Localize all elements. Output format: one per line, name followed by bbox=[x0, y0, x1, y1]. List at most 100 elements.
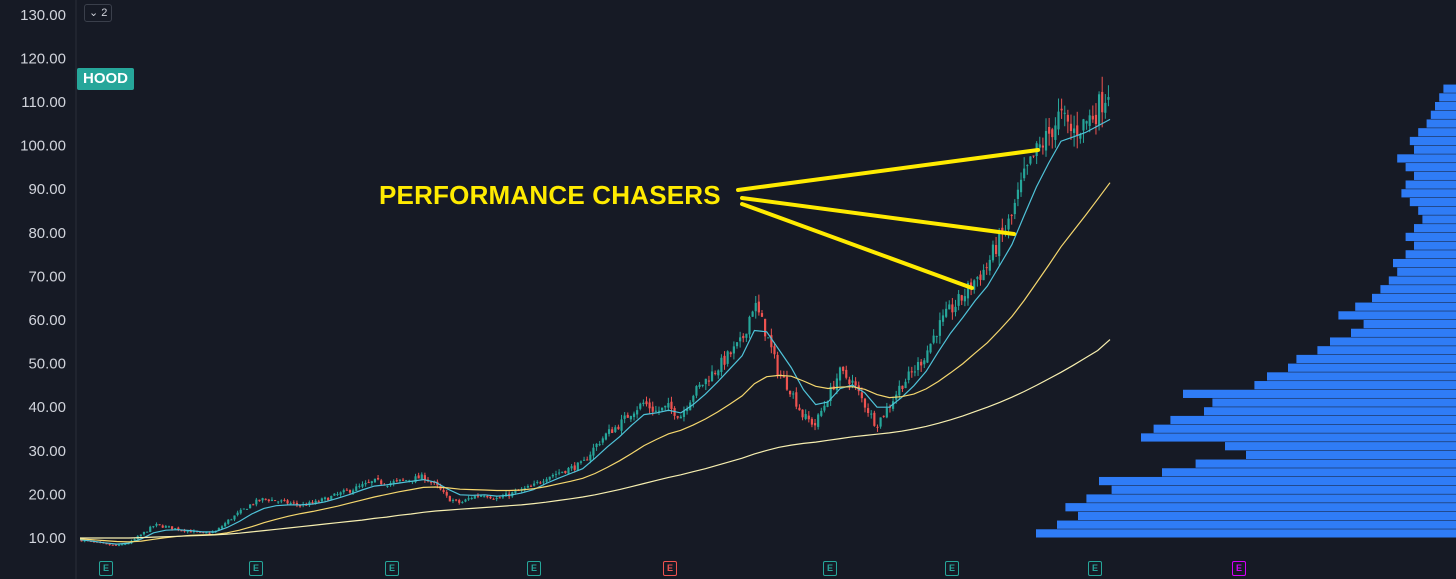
earnings-marker[interactable]: E bbox=[249, 561, 263, 576]
earnings-marker[interactable]: E bbox=[99, 561, 113, 576]
candle-body bbox=[479, 495, 483, 497]
volume-profile-bar bbox=[1254, 381, 1456, 390]
candle-body bbox=[938, 320, 941, 336]
candle-body bbox=[785, 376, 789, 390]
y-tick-label: 80.00 bbox=[28, 225, 66, 242]
candle-body bbox=[913, 371, 917, 373]
candle-body bbox=[867, 408, 870, 413]
earnings-marker[interactable]: E bbox=[945, 561, 959, 576]
earnings-marker[interactable]: E bbox=[663, 561, 677, 576]
volume-profile-bar bbox=[1405, 250, 1456, 259]
candle-body bbox=[916, 361, 920, 371]
candle-body bbox=[245, 508, 249, 510]
volume-profile-bar bbox=[1195, 459, 1456, 468]
candle-body bbox=[352, 490, 355, 494]
candle-body bbox=[661, 407, 664, 411]
candle-body bbox=[657, 410, 661, 412]
earnings-marker[interactable]: E bbox=[1232, 561, 1246, 576]
candle-body bbox=[408, 480, 411, 482]
candle-body bbox=[882, 415, 885, 417]
y-tick-label: 20.00 bbox=[28, 486, 66, 503]
candle-body bbox=[261, 498, 264, 501]
candle-body bbox=[764, 318, 767, 337]
y-tick-label: 100.00 bbox=[20, 138, 66, 155]
candle-body bbox=[704, 378, 707, 385]
annotation-arrow bbox=[740, 202, 974, 290]
y-tick-label: 60.00 bbox=[28, 312, 66, 329]
candle-body bbox=[539, 482, 542, 484]
ticker-badge[interactable]: HOOD bbox=[77, 68, 134, 90]
candle-body bbox=[891, 401, 895, 409]
candle-body bbox=[714, 372, 717, 374]
candle-body bbox=[486, 495, 489, 498]
volume-profile-bar bbox=[1111, 485, 1456, 494]
candle-body bbox=[632, 413, 636, 417]
earnings-marker[interactable]: E bbox=[1088, 561, 1102, 576]
volume-profile-bar bbox=[1078, 511, 1456, 521]
candle-body bbox=[314, 500, 317, 504]
candle-body bbox=[795, 392, 798, 407]
candle-body bbox=[695, 386, 698, 396]
candle-body bbox=[186, 530, 189, 532]
candle-body bbox=[901, 385, 904, 389]
candle-body bbox=[339, 492, 342, 495]
candle-body bbox=[476, 495, 480, 497]
candle-body bbox=[414, 476, 417, 483]
candle-body bbox=[1066, 114, 1069, 122]
price-axis[interactable]: 10.00 20.00 30.00 40.00 50.00 60.00 70.00 80.00… bbox=[20, 7, 66, 547]
candle-body bbox=[976, 277, 979, 279]
y-tick-label: 120.00 bbox=[20, 50, 66, 67]
candle-body bbox=[117, 544, 121, 546]
candle-body bbox=[838, 367, 842, 381]
collapse-indicators-button[interactable]: ⌄ 2 bbox=[84, 4, 113, 22]
candle-body bbox=[667, 403, 670, 408]
mid-ma-line bbox=[79, 182, 1111, 543]
candle-body bbox=[720, 357, 723, 373]
candle-body bbox=[239, 509, 242, 514]
candle-body bbox=[923, 360, 926, 365]
candle-body bbox=[155, 523, 158, 526]
candle-body bbox=[252, 504, 255, 506]
earnings-marker[interactable]: E bbox=[823, 561, 837, 576]
volume-profile-bar bbox=[1422, 215, 1456, 224]
candle-body bbox=[401, 479, 405, 481]
candle-body bbox=[473, 495, 476, 499]
candle-body bbox=[611, 429, 614, 433]
candle-body bbox=[820, 410, 823, 416]
candle-body bbox=[1010, 214, 1013, 216]
volume-profile-bar bbox=[1439, 93, 1456, 102]
y-tick-label: 130.00 bbox=[20, 7, 66, 24]
candle-body bbox=[732, 346, 735, 354]
y-tick-label: 110.00 bbox=[21, 94, 66, 111]
volume-profile-bar bbox=[1401, 189, 1456, 198]
candle-body bbox=[848, 379, 851, 385]
candle-body bbox=[592, 447, 595, 456]
volume-profile-bar bbox=[1183, 389, 1456, 398]
candle-body bbox=[620, 419, 623, 431]
candle-body bbox=[745, 333, 748, 338]
candle-body bbox=[966, 282, 970, 299]
candle-body bbox=[994, 245, 998, 254]
volume-profile-bar bbox=[1225, 442, 1456, 451]
candle-body bbox=[979, 274, 982, 280]
candle-body bbox=[810, 418, 814, 425]
earnings-marker[interactable]: E bbox=[385, 561, 399, 576]
candle-body bbox=[1019, 179, 1023, 193]
candle-body bbox=[941, 315, 945, 322]
candle-body bbox=[149, 526, 152, 533]
candle-body bbox=[1044, 130, 1048, 151]
candle-body bbox=[860, 392, 863, 399]
candle-body bbox=[320, 498, 323, 502]
candle-body bbox=[501, 496, 505, 498]
candle-body bbox=[526, 485, 529, 488]
candle-body bbox=[445, 492, 448, 496]
candle-body bbox=[760, 313, 764, 317]
earnings-marker[interactable]: E bbox=[527, 561, 541, 576]
candle-body bbox=[536, 481, 539, 483]
candle-body bbox=[876, 426, 879, 428]
candle-body bbox=[489, 496, 492, 499]
candle-body bbox=[813, 423, 817, 426]
candle-body bbox=[817, 414, 820, 427]
candle-body bbox=[904, 381, 907, 389]
